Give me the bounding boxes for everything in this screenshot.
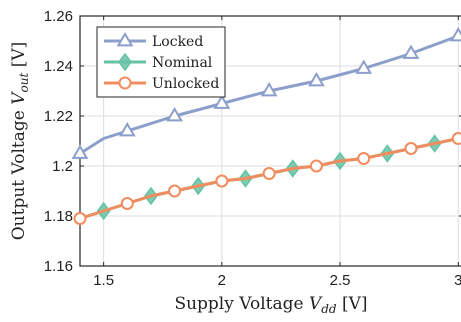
series-layer xyxy=(71,27,461,225)
data-point-unlocked xyxy=(309,159,323,173)
x-axis-title: Supply Voltage Vdd [V] xyxy=(174,294,367,316)
series-unlocked xyxy=(73,132,461,225)
x-tick-label: 3 xyxy=(454,272,461,289)
legend-marker-locked xyxy=(116,32,134,47)
data-point-locked xyxy=(308,72,325,87)
data-point-unlocked xyxy=(357,152,371,165)
series-line-locked xyxy=(78,34,460,155)
data-point-locked xyxy=(166,107,183,122)
data-point-unlocked xyxy=(404,142,418,155)
legend-marker-unlocked xyxy=(118,76,132,90)
series-locked xyxy=(71,27,461,159)
legend-label-locked: Locked xyxy=(152,34,203,50)
data-point-locked xyxy=(449,27,461,42)
data-point-unlocked xyxy=(451,132,461,145)
data-point-locked xyxy=(355,59,373,74)
plot-area-frame xyxy=(79,15,461,267)
data-point-locked xyxy=(71,144,89,159)
y-tick-label: 1.22 xyxy=(44,108,73,125)
data-point-locked xyxy=(213,94,231,109)
legend: Locked Nominal Unlocked xyxy=(96,26,226,98)
data-point-locked xyxy=(402,44,420,59)
x-tick-label: 2 xyxy=(218,272,226,289)
legend-marker-nominal xyxy=(118,52,132,72)
y-tick-label: 1.18 xyxy=(44,208,73,225)
data-point-unlocked xyxy=(168,184,182,198)
legend-label-nominal: Nominal xyxy=(152,55,213,71)
data-point-locked xyxy=(118,122,136,137)
data-point-locked xyxy=(260,82,278,97)
data-point-unlocked xyxy=(262,167,276,180)
data-point-unlocked xyxy=(120,197,134,210)
y-axis-title: Output Voltage Vout [V] xyxy=(9,42,31,241)
x-tick-label: 2.5 xyxy=(330,272,351,289)
y-tick-label: 1.24 xyxy=(44,58,73,75)
data-point-unlocked xyxy=(215,174,229,188)
legend-label-unlocked: Unlocked xyxy=(152,76,219,92)
y-tick-label: 1.26 xyxy=(44,8,73,25)
y-tick-label: 1.2 xyxy=(52,158,73,175)
x-tick-label: 1.5 xyxy=(93,272,114,289)
axis-ticks: 1.5 2 2.5 3 1.16 1.18 1.2 1.22 1.24 1.26 xyxy=(44,8,461,289)
y-tick-label: 1.16 xyxy=(44,258,73,275)
data-point-unlocked xyxy=(73,212,87,225)
